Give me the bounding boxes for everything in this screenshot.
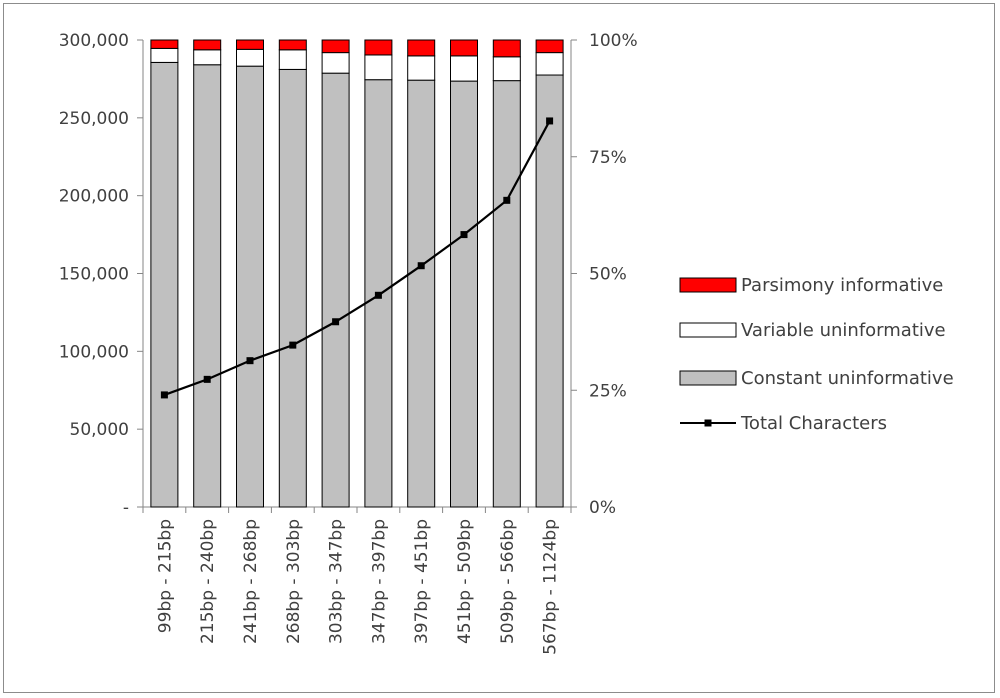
- point-total-characters: [417, 262, 425, 270]
- bar-constant-uninformative: [150, 61, 179, 508]
- right-axis-tick-label: 100%: [589, 31, 638, 51]
- point-total-characters: [374, 291, 382, 299]
- left-axis-tick-label: 200,000: [59, 187, 129, 207]
- line-total-characters: [164, 120, 551, 396]
- x-axis-category-label: 509bp - 566bp: [498, 519, 518, 644]
- point-total-characters: [203, 375, 211, 383]
- bar-constant-uninformative: [278, 68, 307, 508]
- right-axis-tick-label: 0%: [589, 498, 616, 518]
- bar-parsimony-informative: [364, 39, 393, 56]
- bar-parsimony-informative: [321, 39, 350, 54]
- bar-variable-uninformative: [492, 56, 521, 82]
- bar-constant-uninformative: [450, 80, 478, 508]
- legend-label: Constant uninformative: [741, 368, 954, 389]
- bar-parsimony-informative: [278, 39, 307, 51]
- bar-parsimony-informative: [407, 39, 436, 57]
- bar-variable-uninformative: [236, 48, 264, 67]
- x-axis-category-label: 241bp - 268bp: [241, 519, 261, 644]
- point-total-characters: [289, 341, 297, 349]
- bar-constant-uninformative: [364, 79, 393, 508]
- point-total-characters: [546, 117, 554, 125]
- bar-parsimony-informative: [193, 39, 222, 51]
- legend-line-marker: [704, 419, 712, 427]
- x-axis-category-label: 215bp - 240bp: [198, 519, 218, 644]
- right-axis-tick-label: 50%: [589, 265, 627, 285]
- left-axis-tick-label: -: [123, 498, 129, 518]
- left-axis-tick-label: 50,000: [70, 420, 129, 440]
- bar-constant-uninformative: [492, 80, 521, 508]
- right-axis-tick-label: 25%: [589, 381, 627, 401]
- bar-parsimony-informative: [150, 39, 179, 49]
- left-axis-tick-label: 250,000: [59, 109, 129, 129]
- bar-variable-uninformative: [364, 54, 393, 81]
- bar-constant-uninformative: [193, 64, 222, 508]
- legend-label: Total Characters: [740, 413, 887, 434]
- bar-variable-uninformative: [278, 49, 307, 70]
- bar-variable-uninformative: [450, 55, 478, 82]
- bar-variable-uninformative: [193, 49, 222, 66]
- bar-constant-uninformative: [321, 72, 350, 508]
- x-axis-category-label: 397bp - 451bp: [412, 519, 432, 644]
- left-axis-tick-label: 300,000: [59, 31, 129, 51]
- point-total-characters: [246, 357, 254, 365]
- x-axis-category-label: 99bp - 215bp: [155, 519, 175, 633]
- bar-parsimony-informative: [492, 39, 521, 58]
- right-axis-tick-label: 75%: [589, 148, 627, 168]
- bar-variable-uninformative: [407, 55, 436, 81]
- point-total-characters: [460, 231, 468, 239]
- legend-swatch: [679, 370, 737, 386]
- x-axis-category-label: 303bp - 347bp: [327, 519, 347, 644]
- point-total-characters: [160, 391, 168, 399]
- left-axis-tick-label: 100,000: [59, 342, 129, 362]
- bar-variable-uninformative: [535, 52, 564, 76]
- legend-swatch: [679, 277, 737, 293]
- x-axis-category-label: 347bp - 397bp: [369, 519, 389, 644]
- x-axis-category-label: 567bp - 1124bp: [541, 519, 561, 655]
- bar-parsimony-informative: [236, 39, 264, 50]
- point-total-characters: [503, 196, 511, 204]
- x-axis-category-label: 451bp - 509bp: [455, 519, 475, 644]
- legend-swatch: [679, 322, 737, 338]
- legend-label: Parsimony informative: [741, 275, 943, 296]
- bar-variable-uninformative: [150, 47, 179, 63]
- point-total-characters: [332, 318, 340, 326]
- x-axis-category-label: 268bp - 303bp: [284, 519, 304, 644]
- bar-constant-uninformative: [535, 74, 564, 508]
- bar-constant-uninformative: [407, 79, 436, 508]
- bar-parsimony-informative: [450, 39, 478, 57]
- left-axis-tick-label: 150,000: [59, 265, 129, 285]
- bar-constant-uninformative: [236, 65, 264, 508]
- legend-label: Variable uninformative: [741, 320, 946, 341]
- bar-variable-uninformative: [321, 52, 350, 74]
- bar-parsimony-informative: [535, 39, 564, 54]
